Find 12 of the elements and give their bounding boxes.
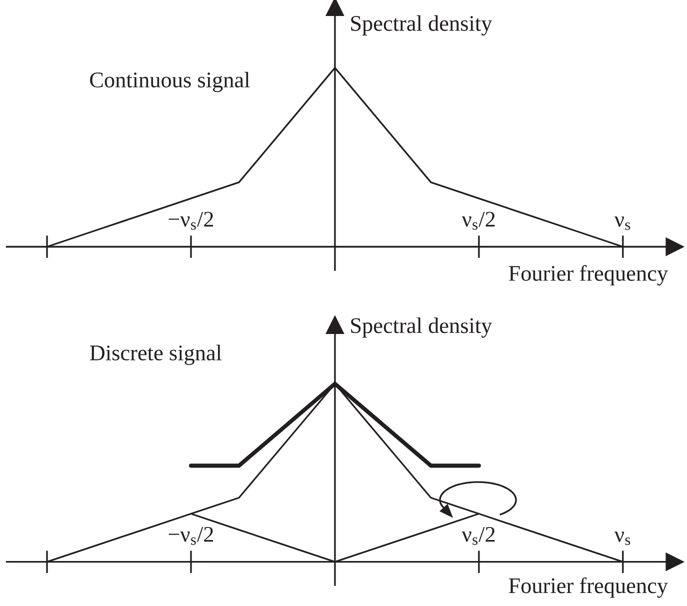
x-axis-title: Fourier frequency [508, 265, 668, 286]
x-tick-label: ν$_{s}$/2 [462, 526, 495, 545]
x-tick-label: ν$_{s}$/2 [462, 212, 495, 230]
y-axis-title: Spectral density [351, 317, 492, 338]
x-tick-label: ν$_{s}$ [614, 532, 630, 546]
x-tick-label: ν$_{s}$ [614, 216, 630, 230]
y-axis-title: Spectral density [351, 15, 492, 36]
chart-title: Continuous signal [90, 72, 250, 92]
x-tick-label: −ν$_{s}$/2 [168, 526, 214, 545]
x-axis-title: Fourier frequency [508, 577, 668, 598]
x-tick-label: −ν$_{s}$/2 [168, 212, 214, 230]
chart-title: Discrete signal [90, 344, 222, 366]
